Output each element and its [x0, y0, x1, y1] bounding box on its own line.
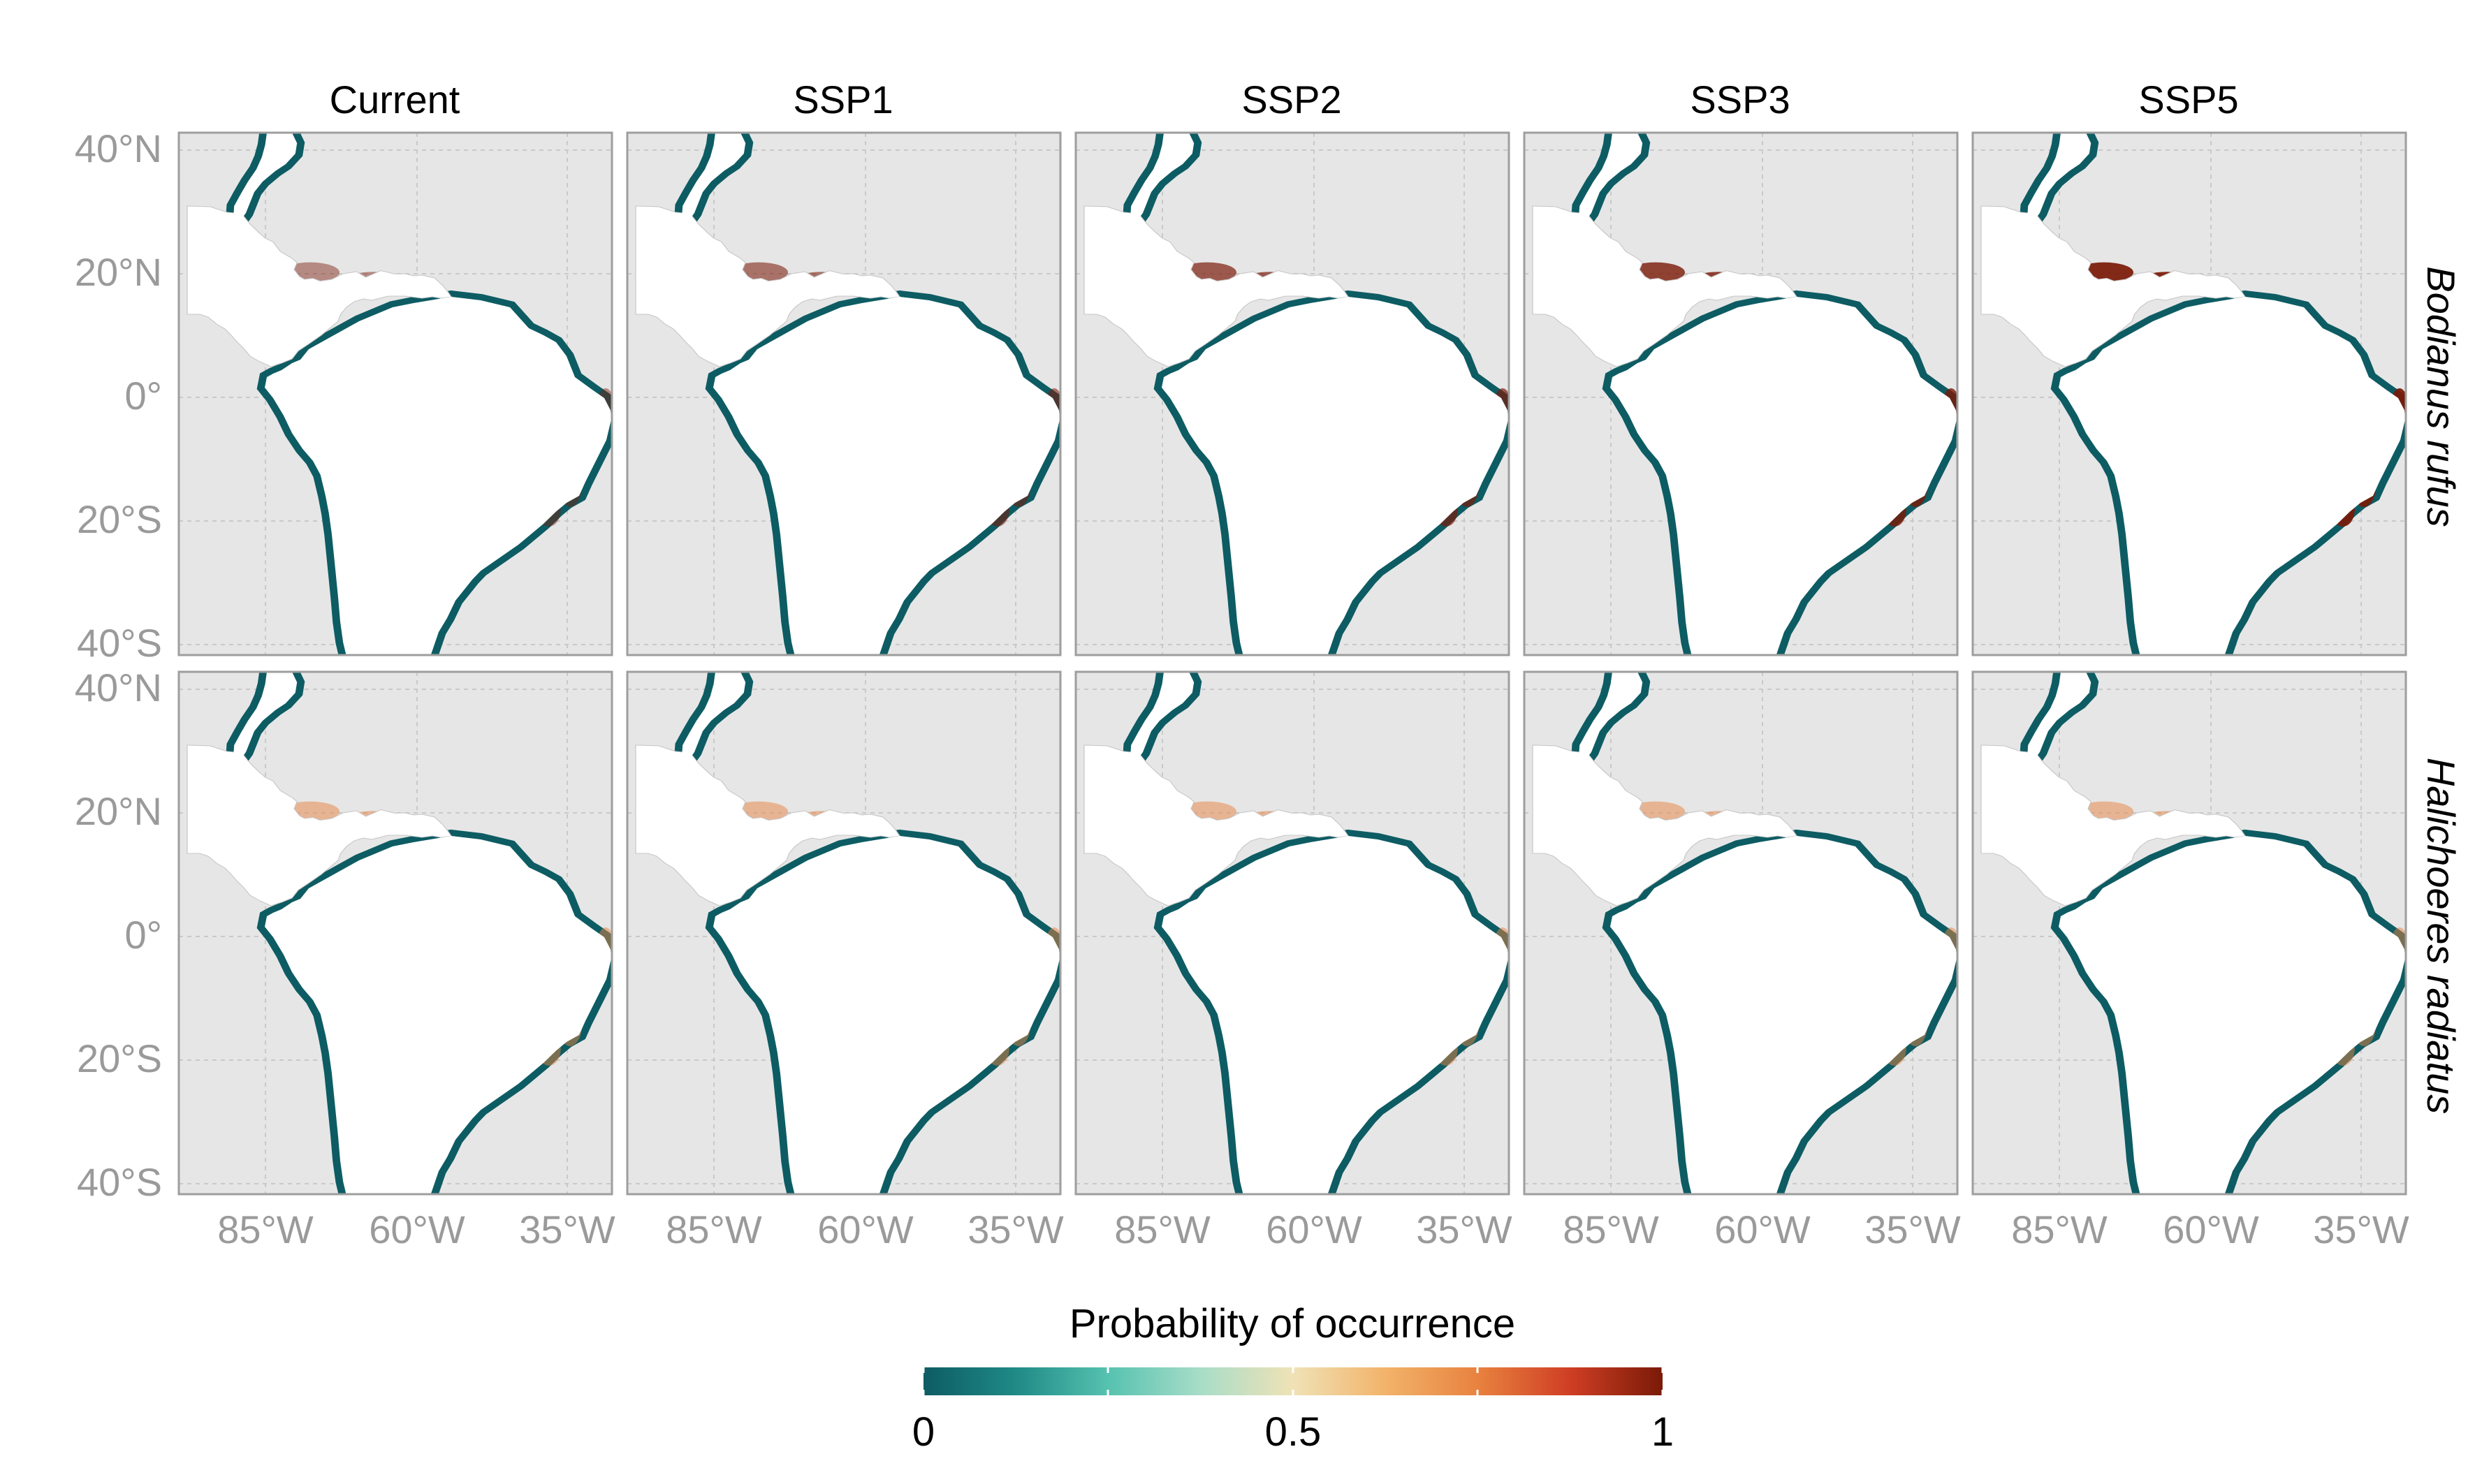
column-title: SSP3 [1690, 78, 1790, 122]
column-titles: Current SSP1 SSP2 SSP3 SSP5 [330, 78, 2239, 122]
x-axis: 85°W 60°W 35°W 85°W 60°W 35°W 85°W 60°W … [217, 1207, 2409, 1251]
y-tick-label: 0° [124, 913, 162, 957]
map-panel [1074, 670, 1510, 1196]
legend-tick-label: 0.5 [1265, 1409, 1322, 1455]
legend-tick-label: 0 [912, 1409, 935, 1455]
x-tick-label: 35°W [1864, 1207, 1961, 1251]
x-tick-label: 60°W [1266, 1207, 1362, 1251]
panel-border [1971, 670, 2407, 1196]
panel-border [1523, 670, 1959, 1196]
map-panel [626, 131, 1062, 656]
column-title: SSP1 [793, 78, 893, 122]
map-panel [626, 670, 1062, 1196]
panel-border [1074, 131, 1510, 656]
panel-border [626, 670, 1062, 1196]
map-panel [177, 131, 613, 656]
y-axis-row-2: 40°N 20°N 0° 20°S 40°S [75, 666, 162, 1204]
legend-tick-label: 1 [1651, 1409, 1674, 1455]
map-panel [1074, 131, 1510, 656]
y-axis-row-1: 40°N 20°N 0° 20°S 40°S [75, 126, 162, 665]
panel-border [177, 670, 613, 1196]
x-tick-label: 85°W [2011, 1207, 2108, 1251]
y-tick-label: 40°N [75, 666, 162, 710]
map-panel [1523, 131, 1959, 656]
panel-border [626, 131, 1062, 656]
map-panel [1523, 670, 1959, 1196]
legend-title: Probability of occurrence [1069, 1301, 1515, 1346]
x-tick-label: 35°W [1416, 1207, 1512, 1251]
x-tick-label: 85°W [1114, 1207, 1211, 1251]
map-panel [1971, 131, 2407, 656]
map-panel [177, 670, 613, 1196]
colorbar-ticks [922, 1367, 1664, 1395]
row-titles: Bodianus rufus Halichoeres radiatus [2419, 266, 2463, 1114]
row-title: Bodianus rufus [2419, 266, 2463, 527]
y-tick-label: 20°S [77, 497, 162, 541]
legend: Probability of occurrence 0 0.5 1 [912, 1301, 1674, 1455]
column-title: Current [330, 78, 460, 122]
column-title: SSP2 [1241, 78, 1341, 122]
x-tick-label: 35°W [519, 1207, 615, 1251]
x-tick-label: 85°W [1563, 1207, 1659, 1251]
x-tick-label: 60°W [817, 1207, 914, 1251]
x-tick-label: 35°W [2313, 1207, 2409, 1251]
panel-border [1523, 131, 1959, 656]
panel-border [1971, 131, 2407, 656]
x-tick-label: 60°W [369, 1207, 465, 1251]
panel-border [177, 131, 613, 656]
y-tick-label: 40°S [77, 1160, 162, 1204]
y-tick-label: 20°N [75, 250, 162, 294]
x-tick-label: 60°W [1714, 1207, 1811, 1251]
x-tick-label: 35°W [968, 1207, 1064, 1251]
x-tick-label: 85°W [666, 1207, 762, 1251]
x-tick-label: 60°W [2163, 1207, 2259, 1251]
map-panels [177, 131, 2407, 1196]
map-panel [1971, 670, 2407, 1196]
panel-border [1074, 670, 1510, 1196]
y-tick-label: 20°S [77, 1036, 162, 1080]
row-title: Halichoeres radiatus [2419, 758, 2463, 1114]
x-tick-label: 85°W [217, 1207, 314, 1251]
y-tick-label: 0° [124, 374, 162, 418]
column-title: SSP5 [2138, 78, 2238, 122]
y-tick-label: 40°N [75, 126, 162, 170]
y-tick-label: 20°N [75, 789, 162, 833]
y-tick-label: 40°S [77, 621, 162, 665]
